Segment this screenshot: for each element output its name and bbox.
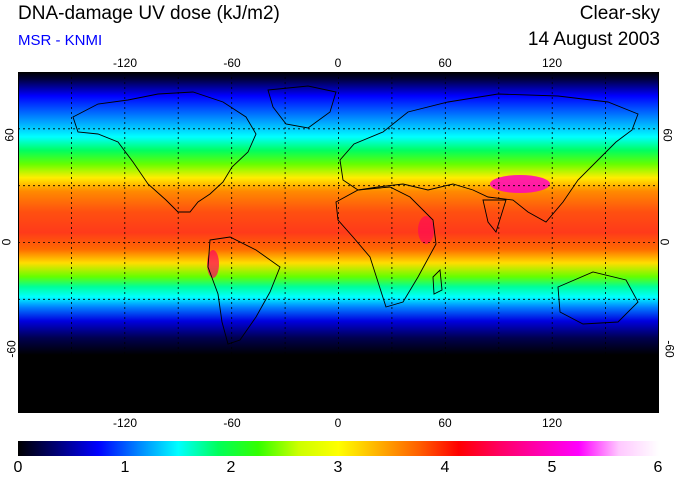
south-america-outline (207, 236, 281, 345)
lat-tick-left: -60 (4, 340, 19, 358)
lon-tick-bottom: -60 (223, 416, 241, 430)
lat-tick-left: 60 (2, 128, 17, 142)
colorbar-label: 3 (333, 459, 343, 476)
graticule (18, 72, 659, 413)
sky-condition: Clear-sky (579, 3, 660, 24)
data-source: MSR - KNMI (18, 32, 103, 49)
uv-dose-map (18, 72, 659, 413)
india-outline (482, 199, 507, 233)
colorbar-label: 5 (547, 459, 557, 476)
lon-tick-bottom: 0 (334, 416, 342, 430)
lon-tick-top: 60 (438, 56, 452, 70)
lon-tick-top: 0 (334, 56, 342, 70)
australia-outline (557, 271, 639, 325)
colorbar-label: 6 (653, 459, 663, 476)
map-title: DNA-damage UV dose (kJ/m2) (18, 3, 280, 24)
colorbar-label: 0 (13, 459, 23, 476)
lon-tick-top: -120 (112, 56, 138, 70)
greenland-outline (267, 85, 337, 129)
madagascar-outline (432, 269, 443, 295)
lon-tick-bottom: 60 (438, 416, 452, 430)
north-america-outline (72, 91, 257, 213)
lon-tick-top: 120 (541, 56, 563, 70)
map-date: 14 August 2003 (527, 29, 660, 50)
uv-colorbar (18, 441, 659, 456)
map-frame (18, 72, 659, 413)
europe-asia-outline (339, 93, 639, 223)
tibet-high-uv (490, 175, 550, 193)
colorbar-label: 4 (440, 459, 450, 476)
lat-tick-right: 0 (657, 238, 672, 246)
africa-outline (335, 186, 437, 308)
lat-tick-right: 60 (660, 128, 675, 142)
lon-tick-bottom: -120 (112, 416, 138, 430)
colorbar-label: 1 (120, 459, 130, 476)
coastlines (72, 85, 639, 345)
andes-high-uv (207, 250, 219, 278)
colorbar-label: 2 (226, 459, 236, 476)
lat-tick-right: -60 (662, 340, 677, 358)
east-africa-high-uv (418, 216, 434, 244)
lon-tick-top: -60 (223, 56, 241, 70)
lat-tick-left: 0 (0, 238, 14, 246)
lon-tick-bottom: 120 (541, 416, 563, 430)
